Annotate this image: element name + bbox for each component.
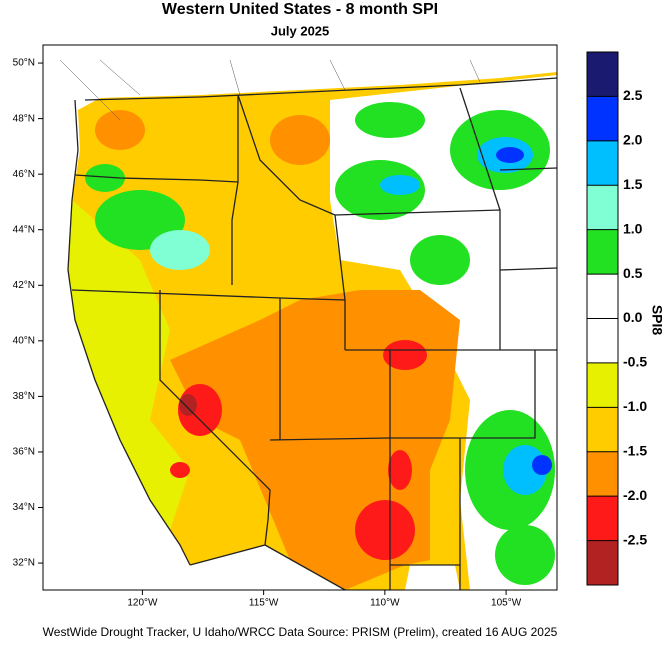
colorbar-tick-label: 0.5: [623, 265, 643, 281]
colorbar-segment: [587, 274, 618, 319]
lon-tick-label: 105°W: [491, 598, 522, 609]
lat-tick-label: 44°N: [13, 224, 35, 235]
lat-tick-label: 32°N: [13, 558, 35, 569]
lat-tick-label: 46°N: [13, 169, 35, 180]
map-frame: [42, 44, 558, 591]
lat-tick-label: 36°N: [13, 447, 35, 458]
colorbar-segment: [587, 407, 618, 452]
colorbar-label: SPI8: [649, 305, 665, 336]
colorbar-segment: [587, 229, 618, 275]
colorbar-segment: [587, 185, 618, 230]
map-raster: [59, 59, 557, 590]
lon-tick-label: 115°W: [249, 598, 279, 609]
lon-tick-label: 120°W: [127, 598, 158, 609]
subtitle: July 2025: [271, 23, 330, 38]
colorbar-tick-label: 1.0: [623, 220, 643, 236]
colorbar-segment: [587, 52, 618, 97]
lat-tick-label: 40°N: [13, 335, 35, 346]
colorbar-tick-label: -0.5: [623, 354, 647, 370]
colorbar-segment: [587, 96, 618, 141]
colorbar-segment: [587, 318, 618, 363]
lon-tick-label: 110°W: [370, 598, 400, 609]
colorbar-segment: [587, 540, 618, 585]
colorbar-tick-label: 2.5: [623, 87, 643, 103]
lat-tick-label: 42°N: [13, 280, 35, 291]
state-borders: [67, 77, 557, 590]
lat-tick-label: 50°N: [13, 58, 35, 69]
lat-tick-label: 34°N: [13, 502, 35, 513]
lat-tick-label: 38°N: [13, 391, 35, 402]
colorbar-segment: [587, 140, 618, 186]
colorbar-tick-label: -1.0: [623, 398, 647, 414]
colorbar-tick-label: 0.0: [623, 309, 643, 325]
colorbar-tick-label: -1.5: [623, 442, 647, 458]
colorbar-tick-label: 2.0: [623, 132, 643, 148]
footer: WestWide Drought Tracker, U Idaho/WRCC D…: [43, 625, 558, 639]
colorbar-tick-label: -2.5: [623, 531, 647, 547]
colorbar-segment: [587, 451, 618, 497]
title: Western United States - 8 month SPI: [162, 1, 438, 18]
colorbar-segment: [587, 496, 618, 541]
colorbar-segment: [587, 362, 618, 408]
lat-tick-label: 48°N: [13, 113, 35, 124]
colorbar-tick-label: 1.5: [623, 176, 643, 192]
colorbar-tick-label: -2.0: [623, 487, 647, 503]
